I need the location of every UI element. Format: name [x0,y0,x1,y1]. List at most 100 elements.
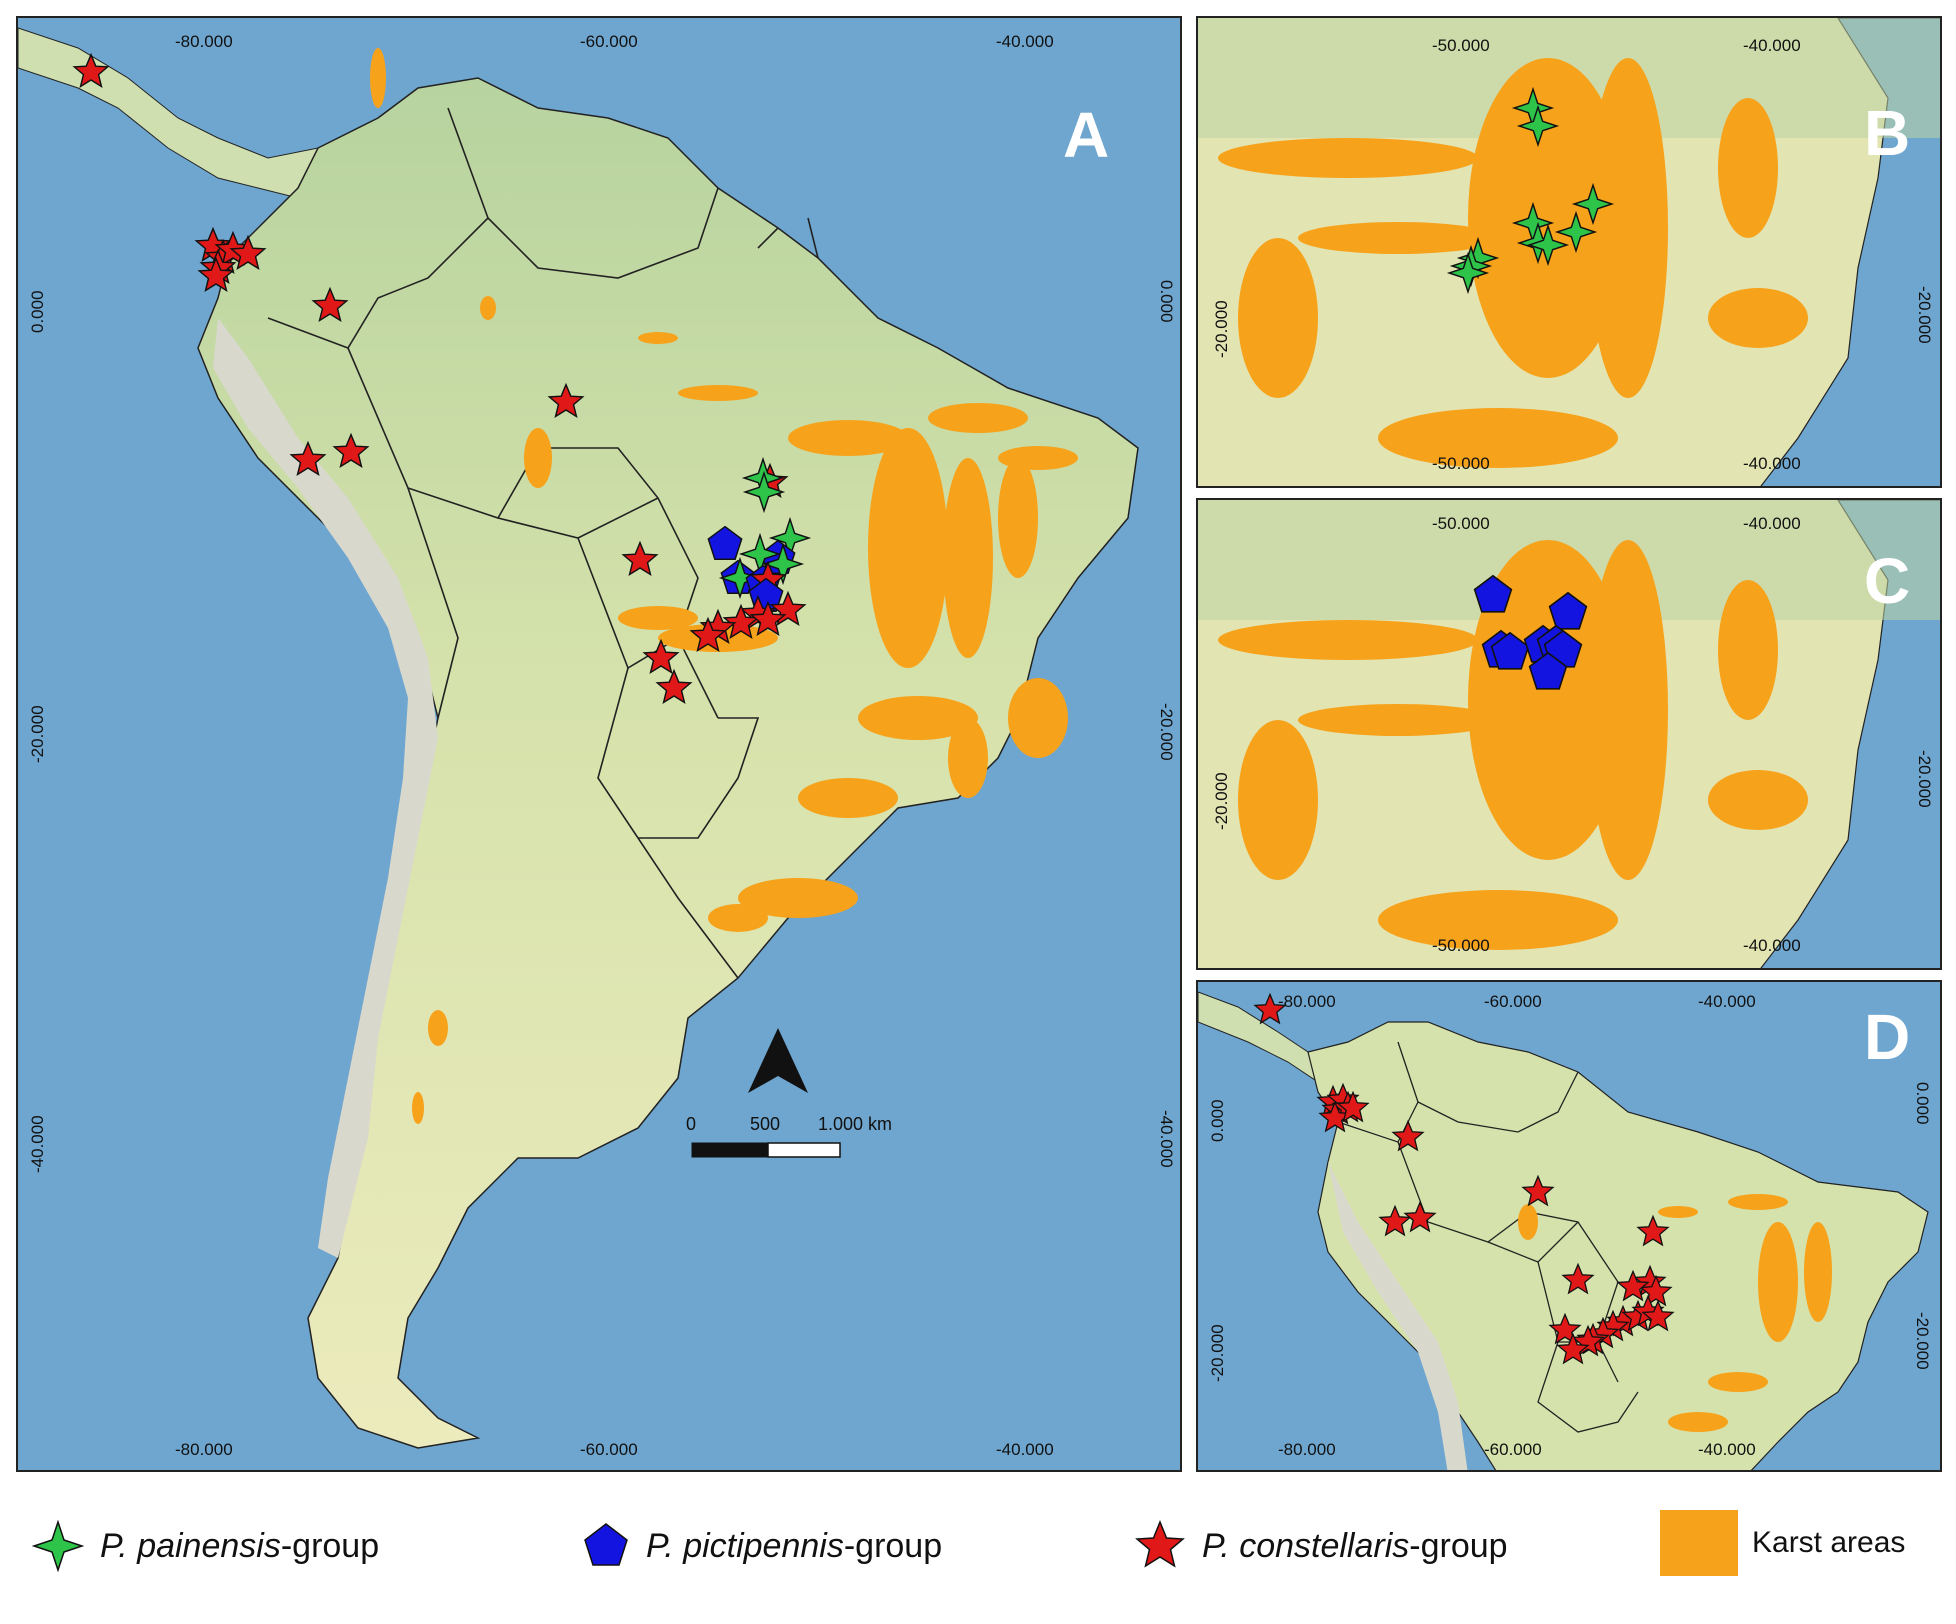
map-panel-a: A -80.000 -60.000 -40.000 -80.000 -60.00… [16,16,1182,1472]
constellaris-marker [621,540,659,577]
pictipennis-marker [1548,591,1588,630]
legend-label-suffix: -group [1409,1526,1508,1565]
coord-bottom-1: -50.000 [1432,936,1490,955]
coord-bottom-1: -80.000 [1278,1440,1336,1459]
coord-left-1: -20.000 [1212,772,1231,830]
red-star-icon [1135,1520,1185,1568]
legend-item-painensis: P. painensis-group [30,1518,379,1574]
coord-top-2: -40.000 [1743,514,1801,533]
coord-bottom-2: -40.000 [1743,936,1801,955]
pictipennis-marker [1528,651,1568,690]
coord-bottom-2: -60.000 [580,1440,638,1459]
constellaris-marker [229,234,267,271]
green-star-icon [31,1519,85,1573]
scale-label-500: 500 [750,1114,781,1134]
map-panel-c: C -50.000 -40.000 -50.000 -40.000 -20.00… [1196,498,1942,970]
scale-label-1000: 1.000 km [818,1114,893,1134]
occurrence-markers [72,52,812,705]
coord-right-1: -20.000 [1915,750,1934,808]
coord-right-1: 0.000 [1157,280,1176,323]
painensis-marker [1554,210,1598,254]
constellaris-marker [749,600,787,637]
painensis-marker [1516,104,1560,148]
painensis-marker [1571,182,1615,226]
constellaris-marker [1641,1299,1675,1332]
legend-label-species: P. constellaris [1202,1526,1410,1565]
panel-label-a: A [1063,99,1110,171]
scale-bar [691,1142,841,1158]
coord-top-3: -40.000 [996,32,1054,51]
coord-bottom-2: -40.000 [1743,454,1801,473]
coord-left-2: -20.000 [1208,1324,1227,1382]
orange-square-icon [1660,1510,1738,1576]
legend-label-species: P. pictipennis [646,1526,844,1565]
painensis-marker [761,542,805,586]
coord-right-2: -20.000 [1157,703,1176,761]
map-panel-d: D -80.000 -60.000 -40.000 -80.000 -60.00… [1196,980,1942,1472]
coord-left-1: 0.000 [1208,1099,1227,1142]
constellaris-marker [689,616,727,653]
constellaris-marker [547,382,585,419]
legend-item-pictipennis: P. pictipennis-group [580,1520,942,1572]
pictipennis-marker [707,525,743,560]
constellaris-marker [72,52,110,89]
constellaris-marker [197,256,235,293]
panel-label-d: D [1864,1001,1911,1073]
constellaris-marker [1556,1332,1590,1365]
karst-areas-c [1218,540,1808,950]
coord-top-3: -40.000 [1698,992,1756,1011]
constellaris-marker [642,638,680,675]
legend-label-species: P. painensis [100,1526,281,1565]
coord-right-3: -40.000 [1157,1110,1176,1168]
coord-bottom-3: -40.000 [996,1440,1054,1459]
coord-right-2: -20.000 [1913,1312,1932,1370]
constellaris-marker [1391,1119,1425,1152]
coord-top-1: -80.000 [175,32,233,51]
coord-bottom-1: -80.000 [175,1440,233,1459]
coord-top-1: -50.000 [1432,514,1490,533]
coord-top-1: -50.000 [1432,36,1490,55]
map-panel-b: B -50.000 -40.000 -50.000 -40.000 -20.00… [1196,16,1942,488]
coord-top-2: -40.000 [1743,36,1801,55]
painensis-marker [1526,223,1570,267]
constellaris-marker [332,432,370,469]
south-america-map [18,18,1180,1470]
scale-label-0: 0 [686,1114,697,1134]
legend-label-suffix: -group [843,1526,943,1565]
legend-label-karst: Karst areas [1752,1526,1906,1559]
coord-bottom-2: -60.000 [1484,1440,1542,1459]
coord-left-3: -40.000 [28,1115,47,1173]
coord-bottom-1: -50.000 [1432,454,1490,473]
coord-bottom-3: -40.000 [1698,1440,1756,1459]
constellaris-marker [1636,1214,1670,1247]
coord-left-1: 0.000 [28,290,47,333]
constellaris-marker [1521,1174,1555,1207]
coord-top-2: -60.000 [1484,992,1542,1011]
pictipennis-marker [1473,574,1513,613]
panel-label-b: B [1864,97,1911,169]
constellaris-marker [1253,992,1287,1025]
constellaris-marker [1336,1090,1370,1123]
constellaris-marker [1403,1200,1437,1233]
karst-areas-b [1218,58,1808,468]
coord-right-1: 0.000 [1913,1082,1932,1125]
legend-item-karst: Karst areas [1660,1510,1905,1576]
coord-right-1: -20.000 [1915,286,1934,344]
coord-top-1: -80.000 [1278,992,1336,1011]
painensis-marker [742,470,786,514]
constellaris-marker [1616,1269,1650,1302]
coord-top-2: -60.000 [580,32,638,51]
constellaris-marker [289,440,327,477]
legend-label-suffix: -group [280,1526,380,1565]
legend-item-constellaris: P. constellaris-group [1132,1518,1508,1574]
coord-left-2: -20.000 [28,705,47,763]
blue-pentagon-icon [584,1523,628,1566]
constellaris-marker [1561,1262,1595,1295]
panel-label-c: C [1864,545,1911,617]
constellaris-marker [311,286,349,323]
north-arrow-icon [748,1028,808,1093]
constellaris-marker [655,668,693,705]
coord-left-1: -20.000 [1212,300,1231,358]
constellaris-marker [1378,1204,1412,1237]
painensis-marker [1446,251,1490,295]
